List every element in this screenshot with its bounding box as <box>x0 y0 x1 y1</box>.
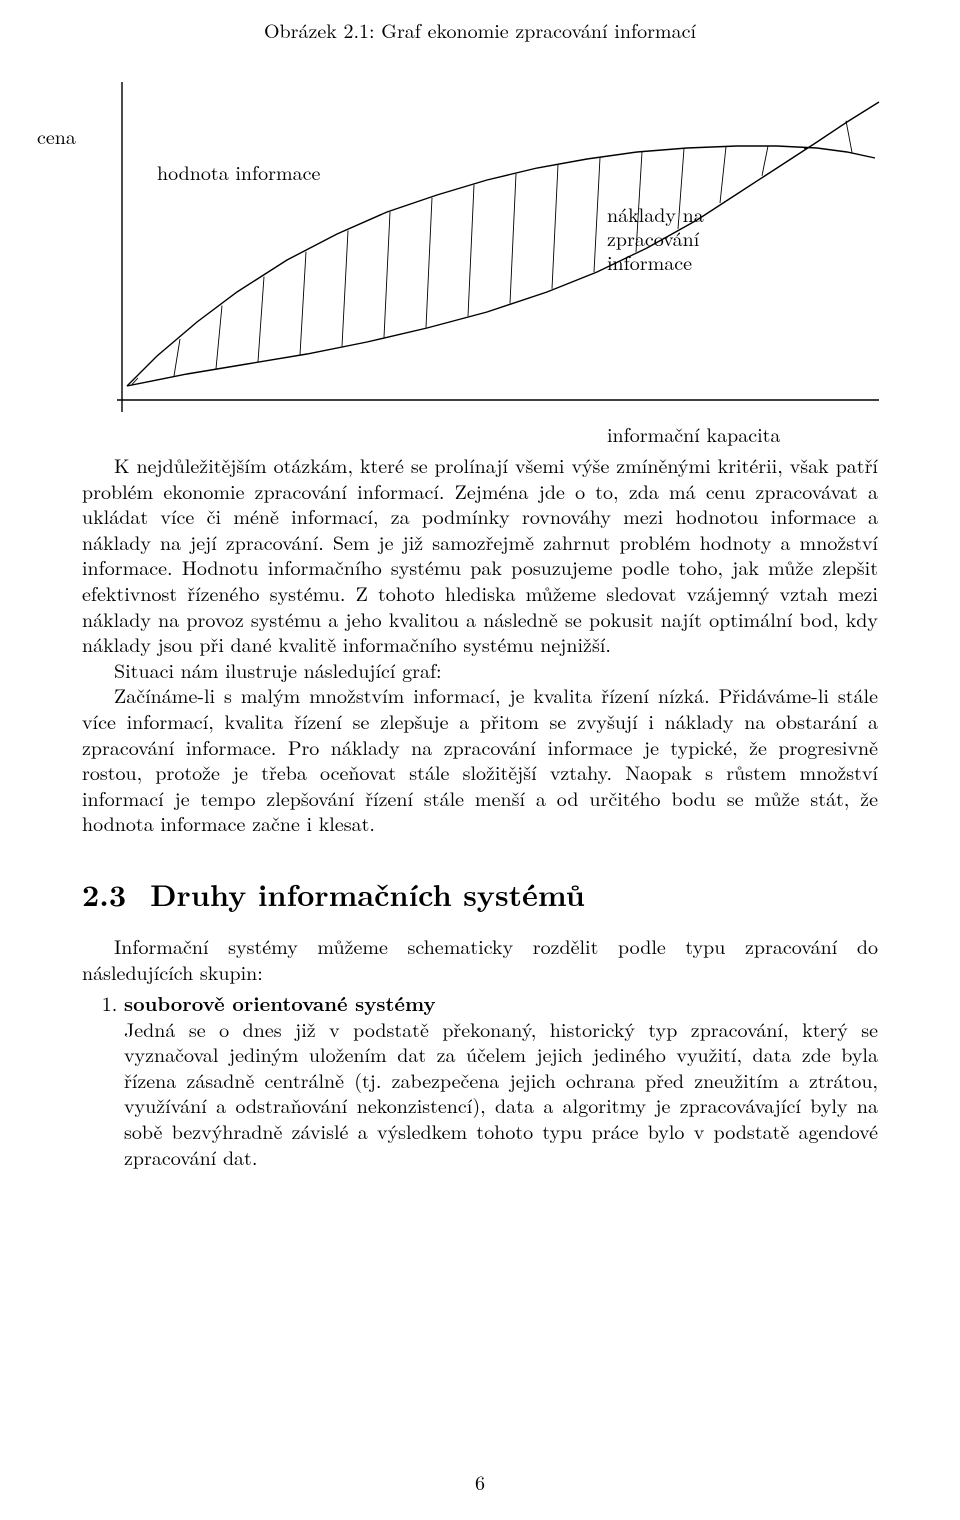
paragraph-3: Začínáme-li s malým množstvím informací,… <box>82 682 878 836</box>
chart: cena hodnota informace náklady na zpraco… <box>37 52 882 452</box>
curve2-label: náklady na zpracování informace <box>607 202 704 274</box>
page-number: 6 <box>0 1467 960 1496</box>
item-body: Jedná se o dnes již v podstatě překonaný… <box>124 1014 878 1171</box>
page: Obrázek 2.1: Graf ekonomie zpracování in… <box>0 15 960 1520</box>
figure-caption: Obrázek 2.1: Graf ekonomie zpracování in… <box>82 15 878 44</box>
section-heading: 2.3 Druhy informačních systémů <box>82 872 878 915</box>
y-axis-label: cena <box>37 124 76 148</box>
list-item: souborově orientované systémy Jedná se o… <box>124 990 878 1169</box>
chart-svg <box>37 52 882 452</box>
paragraph-2: Situaci nám ilustruje následující graf: <box>82 657 878 683</box>
paragraph-1: K nejdůležitějším otázkám, které se prol… <box>82 452 878 657</box>
curve1-label: hodnota informace <box>157 160 320 184</box>
section-intro: Informační systémy můžeme schematicky ro… <box>82 933 878 984</box>
section-title: Druhy informačních systémů <box>150 872 585 915</box>
enumerated-list: souborově orientované systémy Jedná se o… <box>82 990 878 1169</box>
x-axis-label: informační kapacita <box>607 422 780 446</box>
curve2-label-line3: informace <box>607 247 692 276</box>
section-number: 2.3 <box>82 872 126 915</box>
